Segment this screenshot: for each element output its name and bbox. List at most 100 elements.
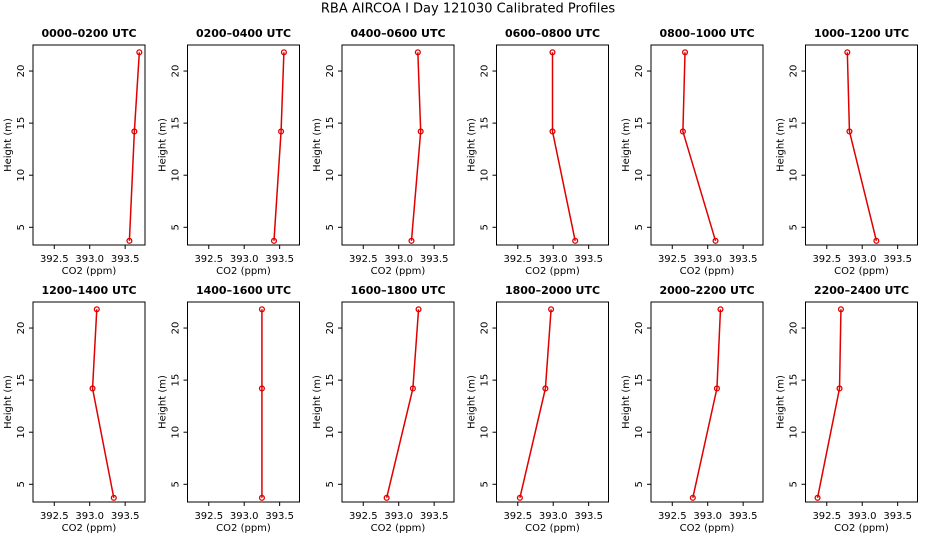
- y-tick-label: 20: [480, 65, 491, 78]
- x-tick-label: 393.0: [230, 254, 259, 265]
- panel-title: 1200–1400 UTC: [41, 284, 136, 297]
- y-tick-label: 5: [789, 224, 800, 230]
- y-tick-label: 15: [16, 374, 27, 387]
- profile-point: [873, 237, 880, 244]
- y-tick-label: 5: [16, 481, 27, 487]
- panel-title: 1000–1200 UTC: [814, 27, 909, 40]
- x-tick-label: 393.0: [75, 511, 104, 522]
- plot-frame: [650, 301, 764, 503]
- profile-point: [270, 237, 278, 244]
- y-axis-label: Height (m): [3, 375, 14, 429]
- y-tick-label: 5: [171, 481, 182, 487]
- x-axis-label: CO2 (ppm): [680, 266, 735, 277]
- y-tick-label: 15: [325, 117, 336, 130]
- y-tick-label: 20: [789, 65, 800, 78]
- profile-line: [410, 52, 422, 241]
- plot-frame: [32, 44, 146, 246]
- profile-point: [844, 49, 851, 56]
- y-axis-label: Height (m): [776, 375, 787, 429]
- y-axis-label: Height (m): [621, 375, 632, 429]
- y-tick-label: 5: [171, 224, 182, 230]
- plot-frame: [32, 301, 146, 503]
- y-tick-label: 15: [789, 117, 800, 130]
- panel-title: 0800–1000 UTC: [659, 27, 754, 40]
- x-tick-label: 393.5: [883, 511, 912, 522]
- x-tick-label: 393.0: [539, 254, 568, 265]
- profile-point: [408, 237, 415, 244]
- y-tick-label: 20: [171, 65, 182, 78]
- x-axis-label: CO2 (ppm): [216, 523, 271, 534]
- profile-line: [385, 309, 420, 499]
- y-tick-label: 20: [171, 322, 182, 335]
- profile-line: [273, 52, 285, 241]
- panel-title: 1400–1600 UTC: [196, 284, 291, 297]
- profile-point: [542, 385, 549, 392]
- y-tick-label: 15: [480, 374, 491, 387]
- profile-point: [409, 385, 416, 392]
- panel-title: 2200–2400 UTC: [814, 284, 909, 297]
- x-tick-label: 392.5: [503, 254, 532, 265]
- x-tick-label: 392.5: [349, 254, 378, 265]
- y-tick-label: 15: [16, 117, 27, 130]
- y-tick-label: 10: [325, 169, 336, 182]
- profile-point: [549, 49, 556, 56]
- y-axis-label: Height (m): [621, 118, 632, 172]
- profile-point: [258, 385, 265, 392]
- y-tick-label: 15: [325, 374, 336, 387]
- x-tick-label: 392.5: [194, 511, 223, 522]
- profile-point: [89, 385, 96, 392]
- x-axis-label: CO2 (ppm): [62, 523, 117, 534]
- y-tick-label: 5: [480, 481, 491, 487]
- x-tick-label: 392.5: [194, 254, 223, 265]
- x-tick-label: 393.5: [265, 511, 294, 522]
- plot-frame: [496, 301, 609, 503]
- y-tick-label: 15: [634, 374, 645, 387]
- profile-point: [681, 49, 689, 56]
- profile-line: [816, 309, 842, 498]
- y-tick-label: 10: [325, 426, 336, 439]
- y-tick-label: 15: [171, 374, 182, 387]
- y-tick-label: 20: [16, 322, 27, 335]
- y-tick-label: 15: [634, 117, 645, 130]
- x-tick-label: 393.5: [883, 254, 912, 265]
- x-tick-label: 393.0: [384, 254, 413, 265]
- y-tick-label: 20: [325, 322, 336, 335]
- panel-title: 1800–2000 UTC: [505, 284, 600, 297]
- profile-point: [846, 128, 853, 135]
- profile-point: [572, 237, 579, 244]
- y-tick-label: 5: [325, 224, 336, 230]
- plot-frame: [341, 44, 455, 246]
- x-tick-label: 393.5: [574, 254, 603, 265]
- profile-point: [837, 306, 844, 313]
- page-title: RBA AIRCOA I Day 121030 Calibrated Profi…: [321, 2, 615, 17]
- panel-title: 0200–0400 UTC: [196, 27, 291, 40]
- y-axis-label: Height (m): [467, 375, 478, 429]
- profile-point: [549, 128, 556, 135]
- profile-point: [689, 494, 696, 501]
- y-tick-label: 15: [789, 374, 800, 387]
- x-axis-label: CO2 (ppm): [680, 523, 735, 534]
- y-tick-label: 10: [16, 169, 27, 182]
- y-axis-label: Height (m): [158, 118, 169, 172]
- x-tick-label: 392.5: [812, 511, 841, 522]
- y-tick-label: 10: [789, 426, 800, 439]
- y-tick-label: 10: [634, 426, 645, 439]
- x-tick-label: 393.5: [420, 254, 449, 265]
- x-tick-label: 392.5: [40, 511, 69, 522]
- x-tick-label: 392.5: [349, 511, 378, 522]
- profile-point: [258, 306, 265, 313]
- x-tick-label: 393.5: [420, 511, 449, 522]
- profile-point: [414, 49, 421, 56]
- profile-point: [717, 306, 724, 313]
- profile-line: [682, 52, 717, 242]
- plot-frame: [187, 44, 300, 246]
- y-tick-label: 10: [171, 426, 182, 439]
- x-axis-label: CO2 (ppm): [216, 266, 271, 277]
- profile-line: [846, 52, 878, 242]
- y-tick-label: 5: [634, 224, 645, 230]
- plot-frame: [650, 44, 764, 246]
- y-tick-label: 20: [16, 65, 27, 78]
- y-tick-label: 10: [634, 169, 645, 182]
- y-tick-label: 5: [16, 224, 27, 230]
- y-tick-label: 10: [16, 426, 27, 439]
